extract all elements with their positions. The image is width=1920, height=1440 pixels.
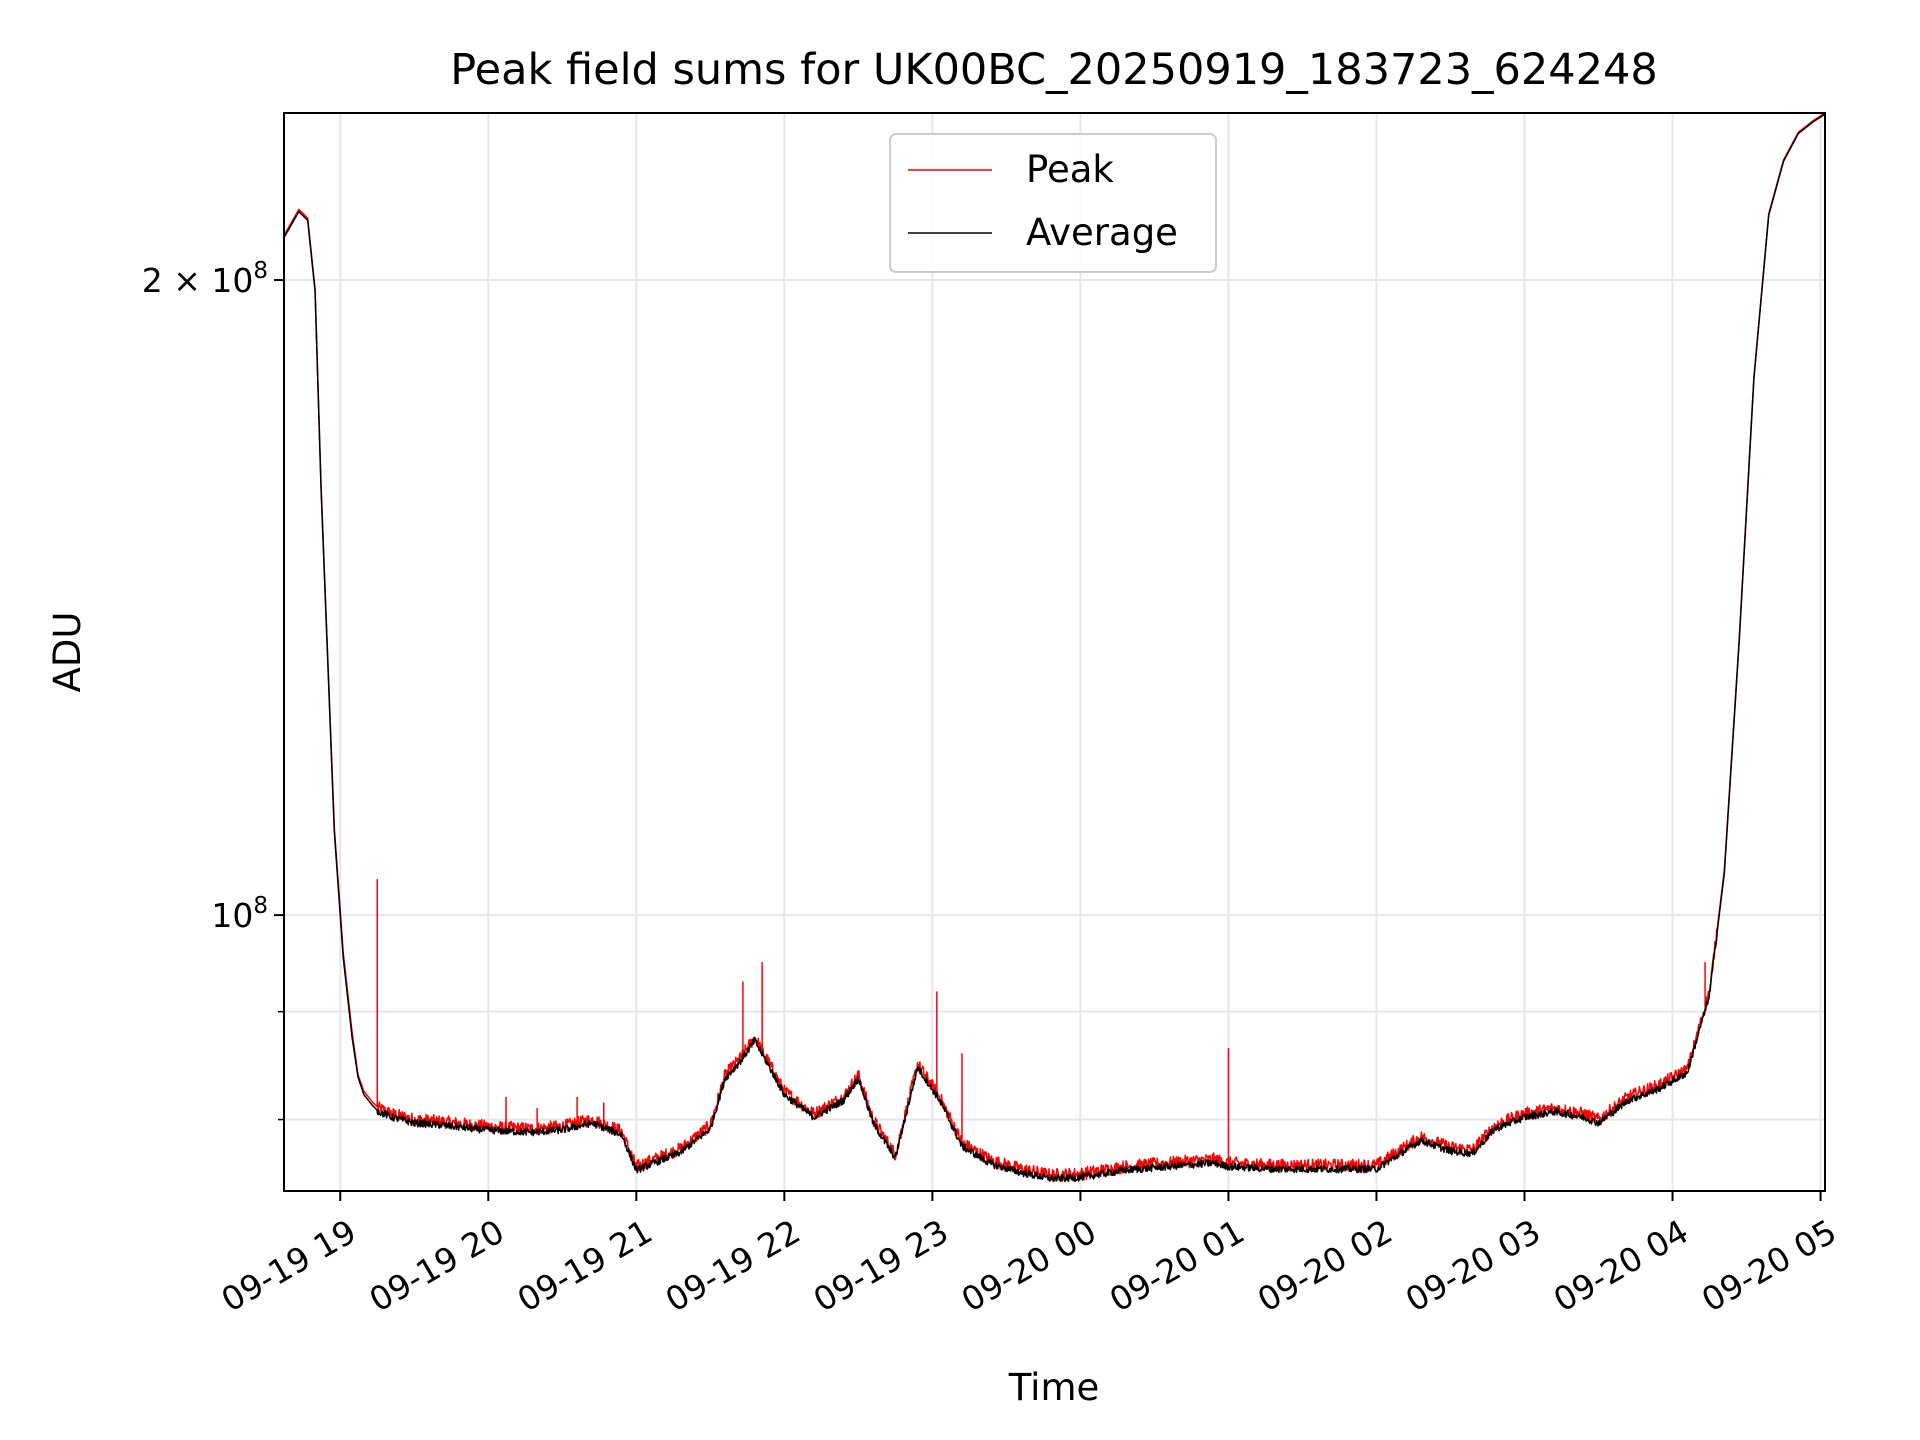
y-axis-label: ADU (46, 612, 89, 693)
y-tick-label: 2 × 108 (142, 258, 268, 300)
legend: Peak Average (889, 133, 1217, 273)
plot-area-frame (283, 112, 1826, 1192)
y-tick-label: 108 (211, 893, 268, 935)
legend-box (889, 133, 1217, 273)
legend-average-label: Average (1026, 211, 1178, 254)
grid-layer (284, 113, 1825, 1191)
x-axis-label: Time (1008, 1366, 1100, 1409)
series-line-average (284, 113, 1825, 1183)
legend-peak-label: Peak (1026, 148, 1114, 191)
chart-title: Peak field sums for UK00BC_20250919_1837… (450, 45, 1657, 95)
series-layer (284, 113, 1825, 1183)
